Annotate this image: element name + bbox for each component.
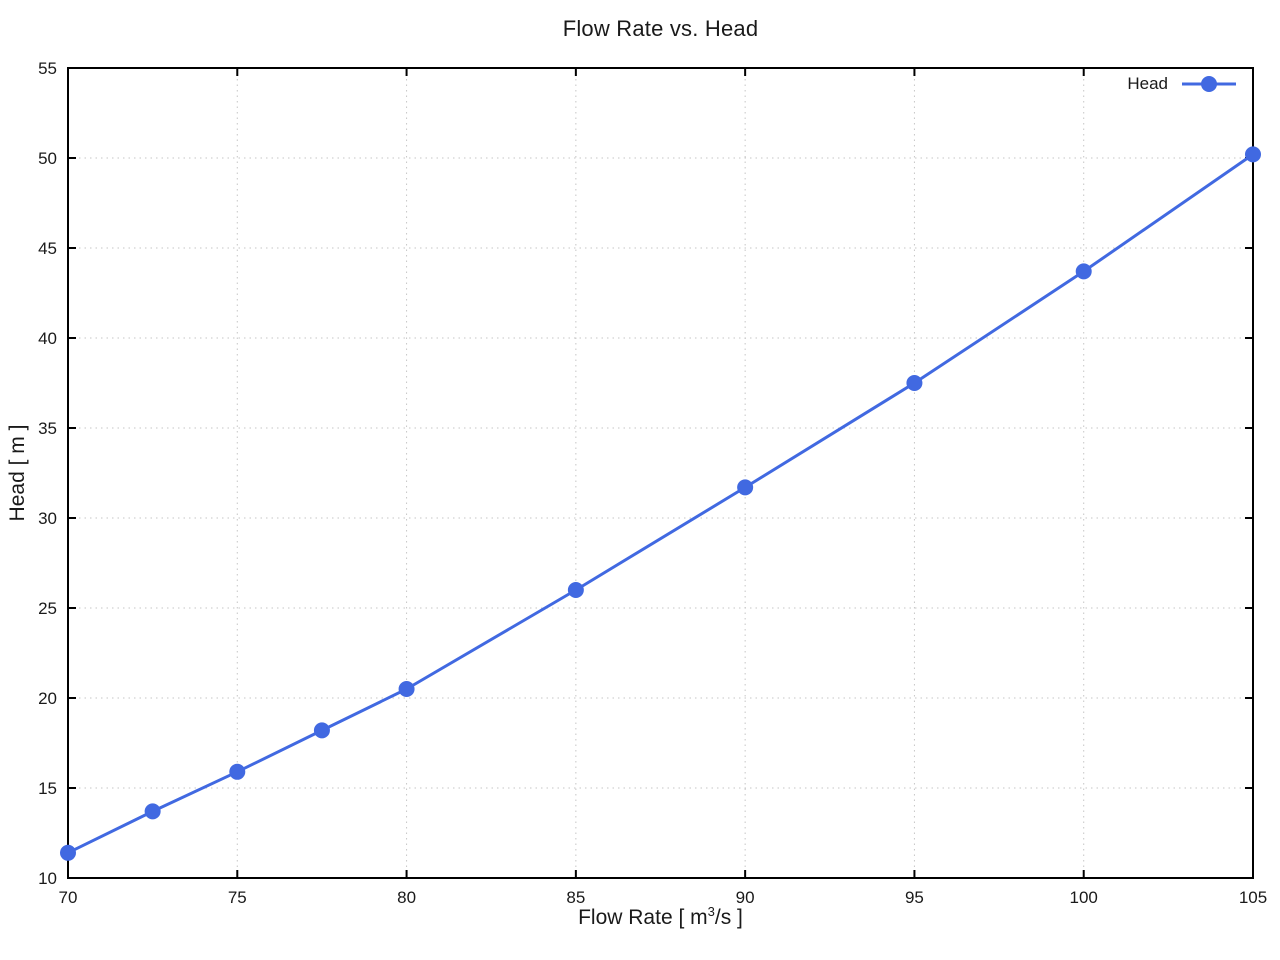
legend: Head	[1127, 73, 1238, 95]
y-tick-label: 55	[38, 59, 57, 78]
data-point	[60, 844, 76, 861]
data-point	[737, 479, 754, 496]
y-tick-label: 20	[38, 689, 57, 708]
data-point	[144, 803, 161, 820]
x-tick-label: 90	[736, 888, 755, 907]
y-tick-label: 25	[38, 599, 57, 618]
data-line	[67, 153, 1254, 855]
x-axis-label-prefix: Flow Rate [ m	[578, 906, 708, 929]
x-tick-label: 100	[1070, 888, 1098, 907]
data-point	[1245, 146, 1261, 163]
chart-title: Flow Rate vs. Head	[562, 16, 759, 41]
y-tick-label: 30	[38, 509, 57, 528]
x-tick-label: 95	[905, 888, 924, 907]
y-tick-label: 50	[38, 149, 57, 168]
data-point	[1075, 263, 1092, 280]
y-tick-label: 40	[38, 329, 57, 348]
y-tick-label: 15	[38, 779, 57, 798]
x-axis-label-superscript: 3	[707, 904, 715, 919]
y-tick-label: 10	[38, 869, 57, 888]
y-tick-label: 35	[38, 419, 57, 438]
x-tick-label: 70	[59, 888, 78, 907]
data-point	[398, 681, 415, 697]
x-axis-label: Flow Rate [ m3/s ]	[68, 904, 1253, 930]
data-point	[906, 375, 923, 391]
data-point	[567, 582, 584, 598]
data-point	[313, 722, 330, 739]
x-tick-label: 105	[1239, 888, 1267, 907]
legend-label: Head	[1127, 74, 1168, 93]
legend-line-sample-icon	[1182, 76, 1236, 92]
plot-border	[67, 67, 1254, 879]
data-point	[229, 763, 246, 780]
y-tick-label: 45	[38, 239, 57, 258]
x-axis-label-suffix: /s ]	[714, 906, 743, 929]
x-tick-label: 75	[228, 888, 247, 907]
x-tick-label: 85	[566, 888, 585, 907]
x-tick-label: 80	[397, 888, 416, 907]
